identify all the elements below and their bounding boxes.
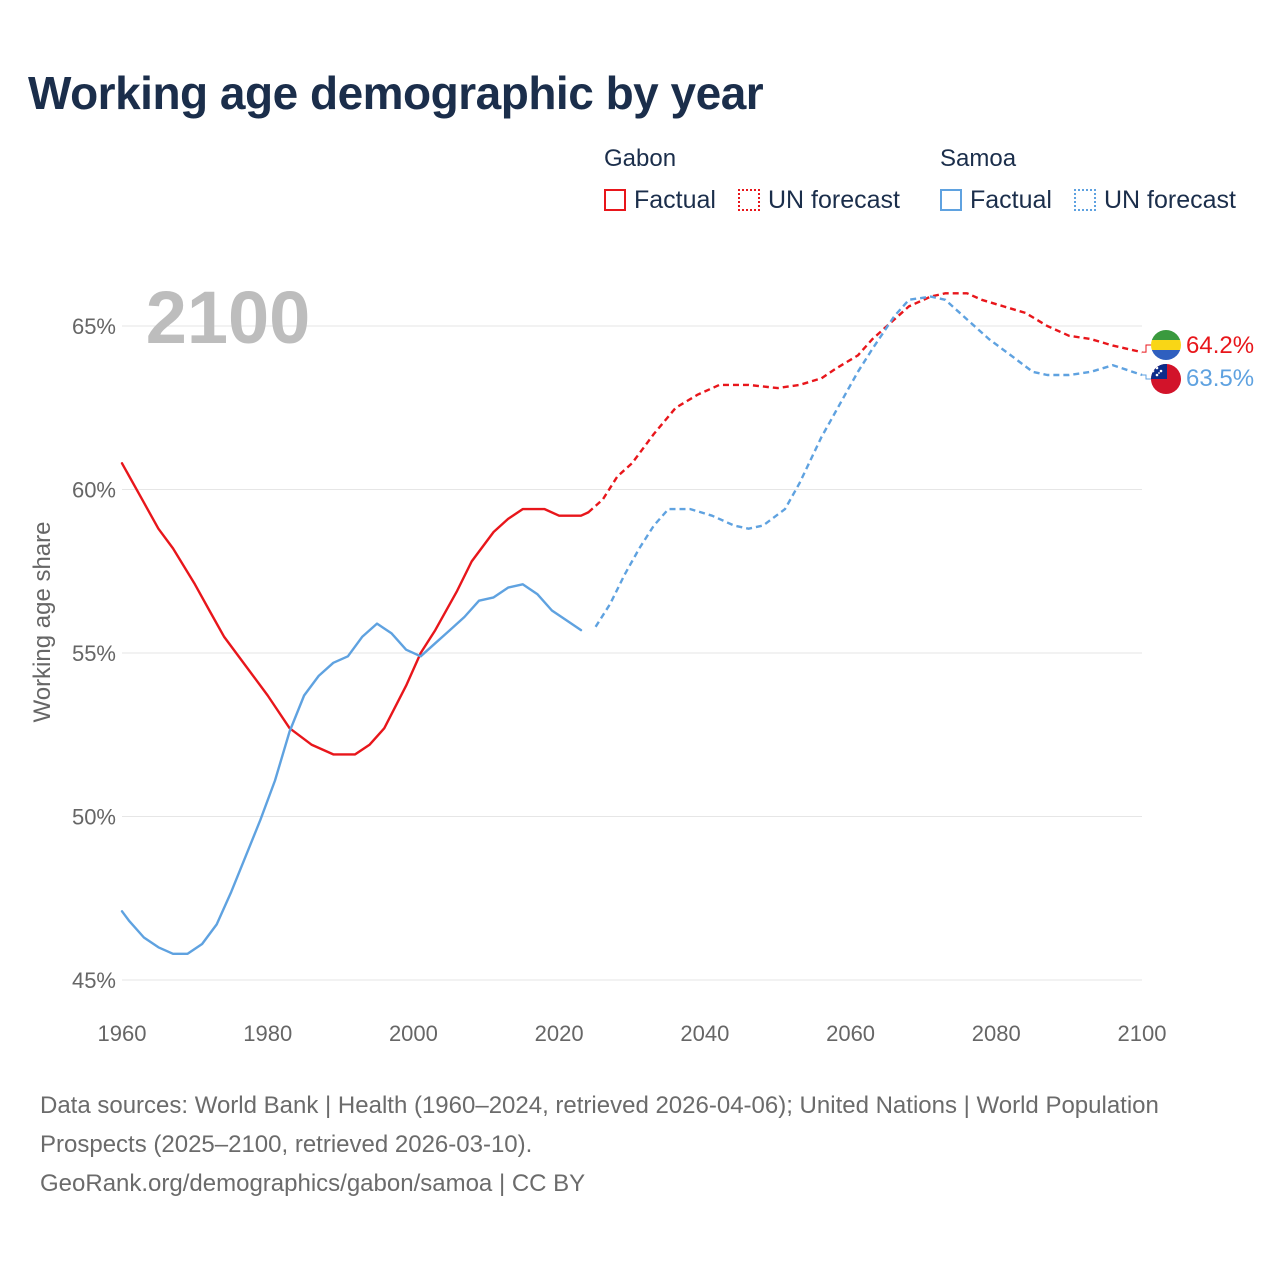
x-tick-label: 2080 <box>972 1021 1021 1046</box>
x-tick-label: 2020 <box>535 1021 584 1046</box>
legend-swatch-gabon-factual <box>604 189 626 211</box>
gabon-forecast-line <box>587 292 1143 514</box>
footer-attribution[interactable]: GeoRank.org/demographics/gabon/samoa | C… <box>40 1170 586 1197</box>
legend-label-samoa-factual: Factual <box>970 185 1052 214</box>
y-tick-label: 60% <box>72 478 116 503</box>
y-tick-label: 50% <box>72 805 116 830</box>
legend-swatch-samoa-factual <box>940 189 962 211</box>
samoa-label-connector <box>1142 374 1151 380</box>
x-axis-ticks: 1960 1980 2000 2020 2040 2060 2080 2100 <box>98 1021 1167 1046</box>
legend-swatch-samoa-forecast <box>1074 189 1096 211</box>
legend-label-samoa-forecast: UN forecast <box>1104 185 1236 214</box>
legend-label-gabon-forecast: UN forecast <box>768 185 900 214</box>
gabon-end-label: 64.2% <box>1186 332 1254 359</box>
gabon-flag-icon <box>1151 330 1181 360</box>
source-footer: Data sources: World Bank | Health (1960–… <box>40 1086 1220 1203</box>
y-tick-label: 55% <box>72 641 116 666</box>
line-chart: 2100 45% 50% 55% 60% 65% 1960 1980 2000 2020 204… <box>29 276 1254 1046</box>
x-tick-label: 1960 <box>98 1021 147 1046</box>
x-tick-label: 2100 <box>1118 1021 1167 1046</box>
legend-gabon-forecast[interactable]: UN forecast <box>738 185 900 215</box>
legend-group-samoa: Samoa <box>940 145 1017 172</box>
footer-sources: Data sources: World Bank | Health (1960–… <box>40 1092 1159 1158</box>
y-tick-label: 45% <box>72 968 116 993</box>
legend-group-gabon: Gabon <box>604 145 677 172</box>
x-tick-label: 2000 <box>389 1021 438 1046</box>
x-tick-label: 2040 <box>680 1021 729 1046</box>
chart-title: Working age demographic by year <box>28 67 764 119</box>
y-axis-ticks: 45% 50% 55% 60% 65% <box>72 314 116 993</box>
legend-gabon-factual[interactable]: Factual <box>604 185 716 215</box>
samoa-forecast-line <box>594 295 1143 628</box>
y-axis-label: Working age share <box>29 522 56 723</box>
legend-label-gabon-factual: Factual <box>634 185 716 214</box>
gabon-factual-line <box>120 462 590 756</box>
y-tick-label: 65% <box>72 314 116 339</box>
legend-samoa-forecast[interactable]: UN forecast <box>1074 185 1236 215</box>
samoa-factual-line <box>120 583 583 955</box>
legend-swatch-gabon-forecast <box>738 189 760 211</box>
x-tick-label: 2060 <box>826 1021 875 1046</box>
x-tick-label: 1980 <box>243 1021 292 1046</box>
gabon-label-connector <box>1142 344 1151 353</box>
samoa-end-label: 63.5% <box>1186 365 1254 392</box>
series-lines <box>120 292 1151 955</box>
gridlines <box>122 325 1142 981</box>
samoa-flag-icon <box>1151 364 1181 394</box>
legend-samoa-factual[interactable]: Factual <box>940 185 1052 215</box>
year-watermark: 2100 <box>146 276 311 359</box>
